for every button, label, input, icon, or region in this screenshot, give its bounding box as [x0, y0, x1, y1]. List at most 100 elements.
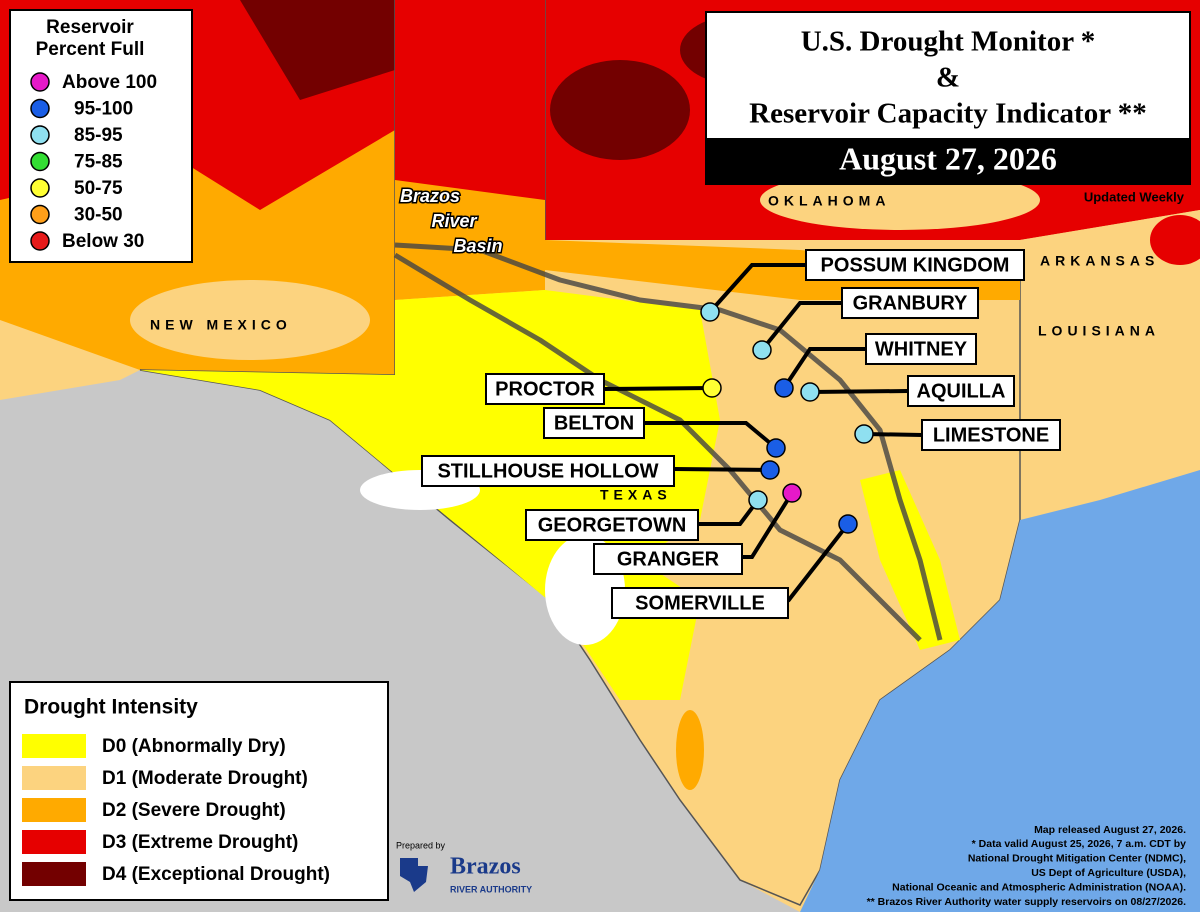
reservoir-name: GEORGETOWN: [538, 514, 687, 536]
legend-title: Drought Intensity: [24, 696, 198, 719]
east-abnormally-dry: [860, 470, 960, 650]
state-label: NEW MEXICO: [150, 317, 292, 333]
reservoir-label-box: [865, 333, 977, 365]
footer-note: National Oceanic and Atmospheric Adminis…: [892, 881, 1186, 893]
basin-label-line: Basin: [453, 236, 502, 256]
title-line: Reservoir Capacity Indicator **: [749, 98, 1147, 130]
reservoir-label-box: [841, 287, 979, 319]
basin-label-line: Brazos: [400, 186, 460, 206]
reservoir-dot: [838, 514, 858, 534]
reservoir-name: BELTON: [554, 412, 634, 434]
footer-note: National Drought Mitigation Center (NDMC…: [968, 853, 1186, 865]
reservoir-dot: [766, 438, 786, 458]
leader-line: [698, 498, 760, 526]
legend-swatch: [22, 830, 86, 854]
legend-swatch: [22, 734, 86, 758]
legend-label: D2 (Severe Drought): [102, 800, 286, 821]
leader-line: [644, 421, 778, 450]
reservoir-name: GRANBURY: [853, 292, 968, 314]
reservoir-name: WHITNEY: [875, 338, 968, 360]
reservoir-dot: [748, 490, 768, 510]
ok-exceptional: [550, 60, 690, 160]
nm-exceptional: [240, 0, 395, 100]
drought-legend: Drought Intensity D0 (Abnormally Dry) D1 (…: [9, 681, 389, 901]
legend-swatch: [22, 862, 86, 886]
leader-line: [742, 491, 794, 559]
legend-swatch: [30, 125, 50, 145]
footer-note: * Data valid August 25, 2026, 7 a.m. CDT…: [972, 838, 1187, 850]
reservoir-name: GRANGER: [617, 548, 720, 570]
basin-label: Brazos River Basin: [398, 184, 504, 257]
reservoir-dot: [702, 378, 722, 398]
panhandle-severe: [395, 180, 545, 300]
reservoir-label-box: [921, 419, 1061, 451]
leader-line: [760, 301, 842, 352]
leader-line: [782, 347, 866, 390]
legend-label: 30-50: [74, 205, 123, 226]
legend-swatch: [22, 766, 86, 790]
legend-label: Above 100: [62, 72, 157, 93]
logo-sub: RIVER AUTHORITY: [450, 884, 532, 894]
reservoir-dot: [854, 424, 874, 444]
legend-label: D1 (Moderate Drought): [102, 768, 308, 789]
state-label: TEXAS: [600, 487, 672, 503]
reservoir-dot: [700, 302, 720, 322]
legend-swatch: [30, 151, 50, 172]
footer-note: ** Brazos River Authority water supply r…: [867, 896, 1186, 908]
east-extreme: [1150, 215, 1200, 265]
east-moderate: [1020, 210, 1200, 520]
reservoir-label-box: [485, 373, 605, 405]
legend-label: 85-95: [74, 125, 123, 146]
footer-note: US Dept of Agriculture (USDA),: [1031, 867, 1186, 879]
reservoir-dot: [800, 382, 820, 402]
title-line: U.S. Drought Monitor *: [801, 26, 1096, 58]
reservoir-label-box: [543, 407, 645, 439]
reservoir-label-box: [525, 509, 699, 541]
leader-line: [786, 522, 850, 603]
legend-title: Percent Full: [36, 39, 145, 60]
legend-label: Below 30: [62, 231, 144, 252]
reservoir-name: AQUILLA: [917, 380, 1006, 402]
reservoir-name: STILLHOUSE HOLLOW: [437, 460, 658, 482]
reservoir-name: SOMERVILLE: [635, 592, 765, 614]
legend-swatch: [30, 178, 50, 198]
reservoir-label-box: [611, 587, 789, 619]
legend-swatch: [22, 798, 86, 822]
reservoir-name: POSSUM KINGDOM: [821, 254, 1010, 276]
legend-title: Reservoir: [46, 17, 134, 38]
legend-label: D3 (Extreme Drought): [102, 832, 298, 853]
legend-label: 95-100: [74, 99, 133, 120]
reservoir-label-box: [907, 375, 1015, 407]
leader-line: [673, 467, 771, 472]
legend-swatch: [30, 231, 50, 251]
reservoirs: POSSUM KINGDOM GRANBURY WHITNEY AQUILLA LIME…: [421, 249, 1061, 619]
date-band: [706, 138, 1190, 184]
legend-swatch: [30, 204, 50, 225]
updated-note: Updated Weekly: [1084, 189, 1185, 204]
legend-box: [9, 681, 389, 901]
footer: Prepared by Brazos RIVER AUTHORITY Map r…: [396, 824, 1186, 908]
title-date: August 27, 2026: [839, 140, 1057, 176]
reservoir-dot: [782, 483, 802, 503]
reservoir-dot: [760, 460, 780, 480]
legend-label: D0 (Abnormally Dry): [102, 736, 286, 757]
basin-label-line: River: [431, 211, 477, 231]
nm-moderate: [130, 280, 370, 360]
gulf-of-mexico: [800, 470, 1200, 912]
footer-note: Map released August 27, 2026.: [1034, 824, 1186, 836]
logo-name: Brazos: [450, 854, 521, 880]
prepared-by: Prepared by: [396, 840, 446, 850]
reservoir-name: PROCTOR: [495, 378, 595, 400]
title-line: &: [936, 62, 960, 94]
legend-label: D4 (Exceptional Drought): [102, 864, 330, 885]
legend-label: 75-85: [74, 152, 123, 173]
reservoir-label-box: [805, 249, 1025, 281]
state-label: OKLAHOMA: [768, 193, 890, 209]
severe-patch: [676, 710, 704, 790]
leader-line: [708, 263, 806, 314]
state-label: ARKANSAS: [1040, 253, 1159, 269]
reservoir-label-box: [593, 543, 743, 575]
reservoir-dot: [752, 340, 772, 360]
